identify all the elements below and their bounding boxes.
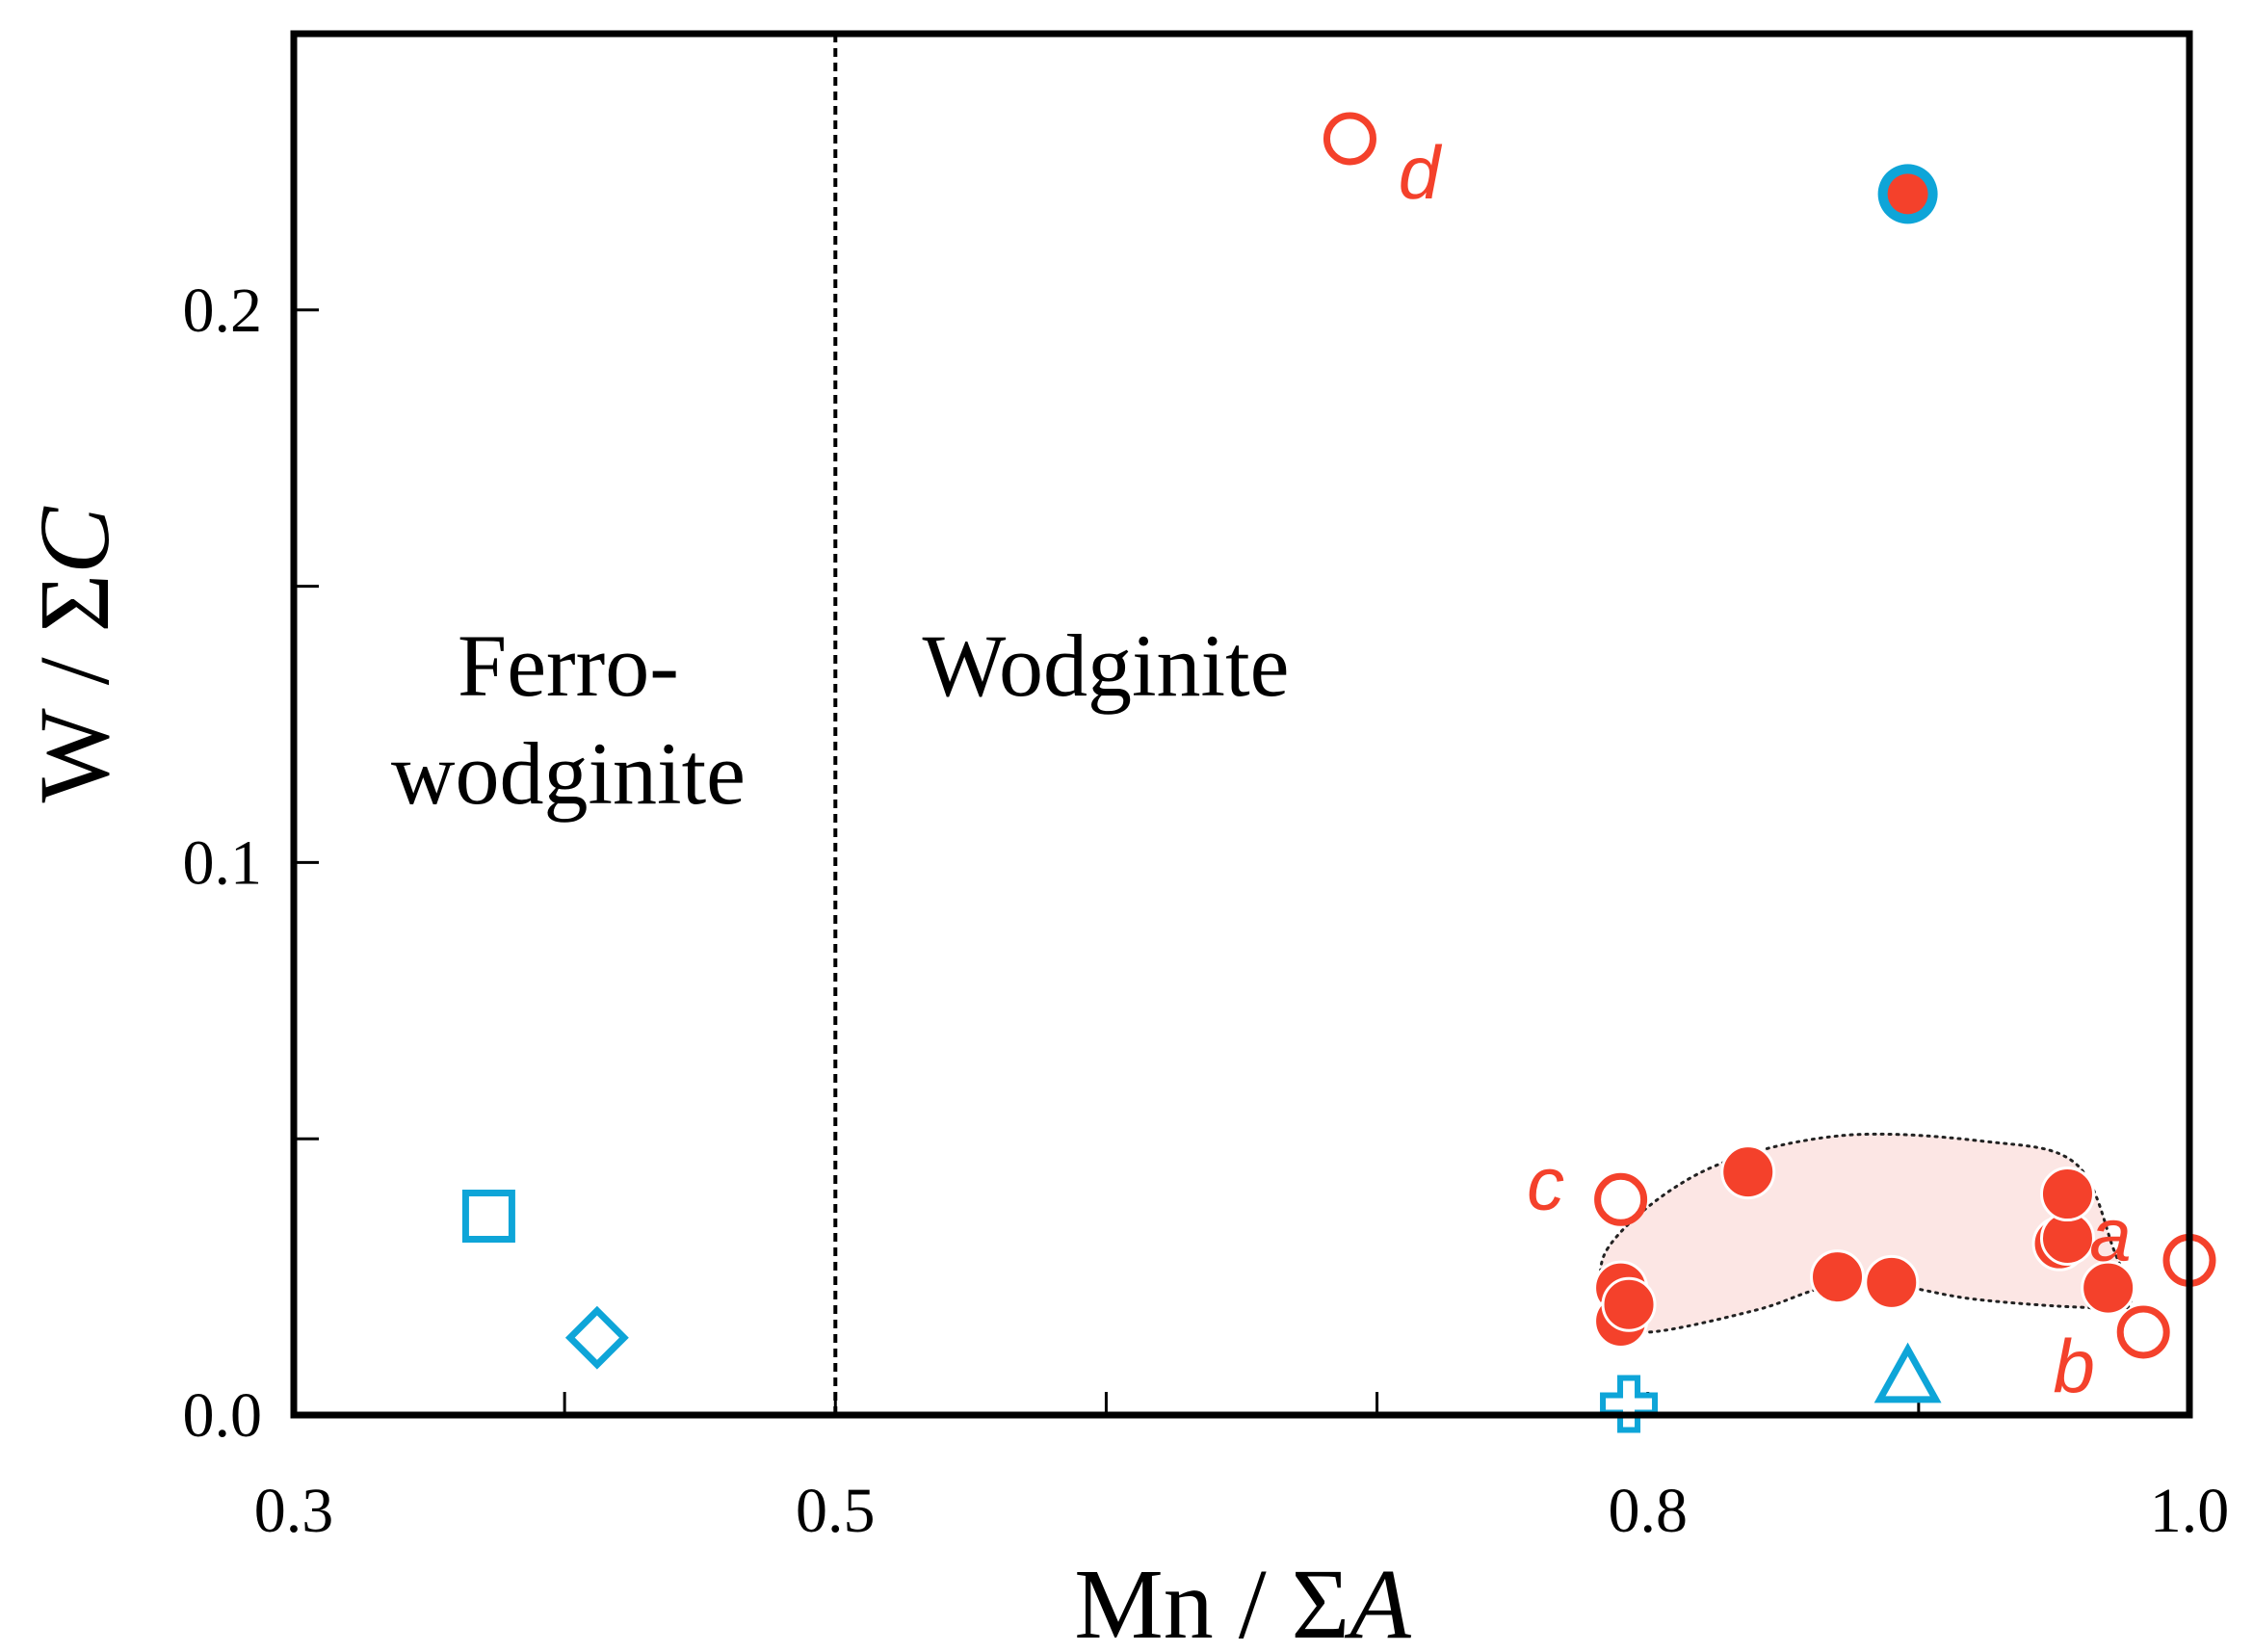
y-tick-label: 0.2 [183,275,263,346]
region-label: Ferro-wodginite [391,616,746,823]
red-open-point [1323,112,1376,166]
x-tick-label: 0.3 [254,1476,334,1546]
red-filled-point [2039,1167,2095,1222]
x-tick-label: 1.0 [2150,1476,2230,1546]
red-filled-point [1601,1276,1657,1332]
y-tick-label: 0.0 [183,1380,263,1451]
blue-cross-point [1600,1375,1659,1433]
y-tick-label: 0.1 [183,827,263,898]
y-axis-title: W / ΣC [19,506,130,803]
red-filled-point [2081,1260,2136,1316]
point-label-c: c [1527,1141,1564,1225]
blue-triangle-point [1873,1342,1942,1403]
x-tick-label: 0.5 [796,1476,876,1546]
plot-frame [290,30,2193,1419]
x-tick-label: 0.8 [1608,1476,1688,1546]
point-label-a: a [2089,1192,2131,1276]
red-open-point [2116,1305,2170,1359]
blue-square-point [461,1190,515,1244]
red-open-point [1594,1172,1648,1226]
point-label-d: d [1399,130,1443,215]
point-label-b: b [2054,1324,2095,1408]
x-axis-title: Mn / ΣA [1074,1549,1411,1652]
red-filled-point [1720,1144,1776,1200]
blue-diamond-point [564,1305,629,1370]
red-filled-point [1810,1249,1866,1305]
red-blue-ring-point [1887,173,1928,215]
region-label: Wodginite [923,616,1290,715]
red-filled-point [1864,1254,1920,1310]
